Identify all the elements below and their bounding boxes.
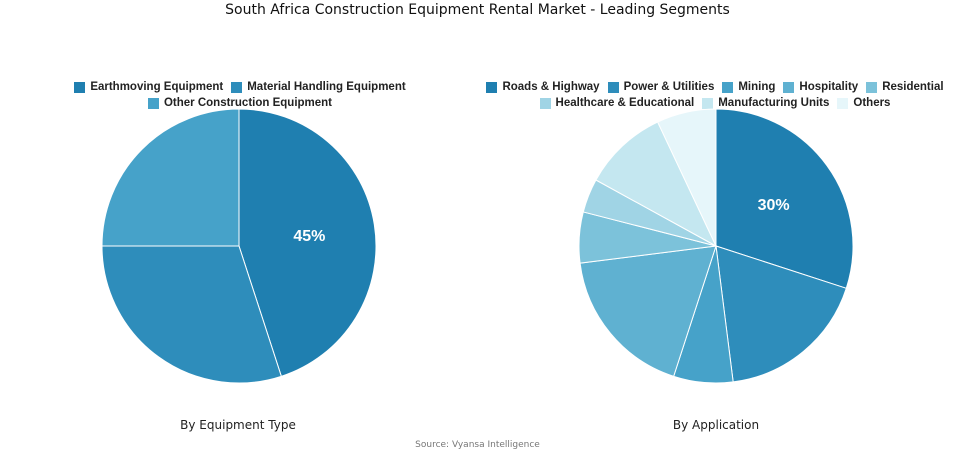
pie-application: 30% [578,108,854,384]
pie-slice-hospitality [579,245,717,377]
legend-item-earthmoving-equipment: Earthmoving Equipment [74,80,223,94]
legend-swatch [722,81,734,93]
legend-label: Material Handling Equipment [247,81,406,93]
pie-slice-roads-and-highway [715,108,854,289]
legend-item-hospitality: Hospitality [783,80,858,94]
pie-slice-manufacturing-units [595,121,718,248]
chart-title: South Africa Construction Equipment Rent… [225,2,730,18]
legend-swatch [837,97,849,109]
caption-equipment-type: By Equipment Type [180,418,296,432]
legend-label: Power & Utilities [623,81,715,93]
legend-swatch [607,81,619,93]
legend-swatch [74,81,86,93]
legend-label: Healthcare & Educational [555,97,695,109]
data-label-roads-and-highway: 30% [758,197,790,214]
legend-swatch [147,97,159,109]
legend-label: Others [853,97,891,109]
legend-item-power-and-utilities: Power & Utilities [607,80,715,94]
legend-label: Roads & Highway [502,81,600,93]
source-note: Source: Vyansa Intelligence [415,440,540,450]
pie-slice-material-handling-equipment [101,245,282,384]
legend-item-residential: Residential [866,80,944,94]
legend-item-others: Others [837,96,890,110]
legend-item-other-construction-equipment: Other Construction Equipment [147,96,333,110]
pie-slice-earthmoving-equipment [238,108,377,377]
legend-label: Manufacturing Units [718,97,830,109]
legend-swatch [702,97,714,109]
legend-swatch [231,81,243,93]
pie-slice-other-construction-equipment [101,108,240,247]
legend-swatch [866,81,878,93]
caption-application: By Application [672,418,760,432]
pie-equipment-type: 45% [101,108,377,384]
legend-item-roads-and-highway: Roads & Highway [486,80,600,94]
legend-equipment-type: Earthmoving Equipment Material Handling E… [60,80,420,110]
legend-item-material-handling-equipment: Material Handling Equipment [231,80,406,94]
legend-label: Mining [738,81,776,93]
data-label-earthmoving-equipment: 45% [293,228,325,245]
pie-slice-power-and-utilities [715,245,847,383]
legend-label: Other Construction Equipment [163,97,333,109]
legend-item-manufacturing-units: Manufacturing Units [702,96,829,110]
legend-label: Residential [882,81,944,93]
legend-label: Earthmoving Equipment [90,81,224,93]
legend-item-healthcare-and-educational: Healthcare & Educational [539,96,695,110]
legend-label: Hospitality [799,81,859,93]
legend-swatch [486,81,498,93]
pie-slice-others [657,108,717,247]
legend-item-mining: Mining [722,80,775,94]
legend-swatch [783,81,795,93]
legend-swatch [539,97,551,109]
legend-application: Roads & Highway Power & Utilities Mining Ho… [480,80,950,110]
